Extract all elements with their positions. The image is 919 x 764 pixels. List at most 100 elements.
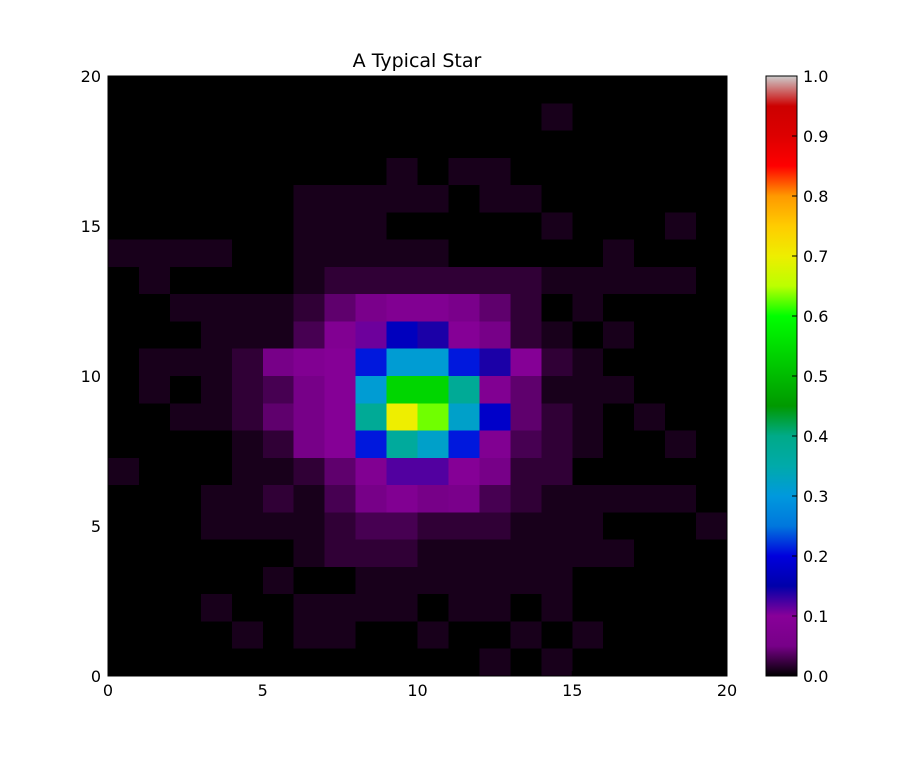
heatmap-cell: [510, 648, 542, 677]
heatmap-cell: [262, 512, 295, 541]
heatmap-cell: [169, 103, 202, 131]
heatmap-cell: [696, 539, 728, 568]
heatmap-cell: [231, 457, 264, 486]
heatmap-cell: [231, 485, 264, 513]
heatmap-cell: [200, 157, 233, 186]
heatmap-cell: [138, 130, 171, 159]
heatmap-cell: [417, 157, 449, 186]
heatmap-cell: [108, 485, 140, 513]
heatmap-cell: [169, 430, 202, 459]
heatmap-cell: [169, 648, 202, 677]
heatmap-cell: [572, 294, 604, 322]
heatmap-cell: [293, 621, 326, 650]
colorbar-tick-label: 1.0: [803, 67, 828, 86]
heatmap-cell: [572, 648, 604, 677]
heatmap-cell: [262, 348, 295, 377]
heatmap-cell: [200, 594, 233, 622]
heatmap-cell: [541, 157, 573, 186]
heatmap-cell: [696, 130, 728, 159]
heatmap-cell: [572, 348, 604, 377]
heatmap-cell: [696, 103, 728, 131]
heatmap-cell: [293, 103, 326, 131]
heatmap-cell: [262, 566, 295, 595]
heatmap-cell: [510, 212, 542, 241]
heatmap-cell: [138, 157, 171, 186]
heatmap-cell: [479, 648, 511, 677]
heatmap-cell: [696, 512, 728, 541]
heatmap-cell: [231, 430, 264, 459]
heatmap-cell: [386, 266, 418, 295]
heatmap-cell: [510, 403, 542, 431]
heatmap-cell: [108, 539, 140, 568]
heatmap-cell: [541, 103, 573, 131]
heatmap-cell: [541, 185, 573, 213]
heatmap-cell: [448, 157, 480, 186]
heatmap-cell: [293, 512, 326, 541]
heatmap-cell: [324, 321, 356, 350]
heatmap-cell: [541, 403, 573, 431]
heatmap-cell: [324, 103, 356, 131]
heatmap-cell: [355, 539, 387, 568]
heatmap-cell: [634, 512, 666, 541]
heatmap-cell: [572, 239, 604, 268]
heatmap-cell: [572, 76, 604, 104]
heatmap-cell: [417, 294, 449, 322]
heatmap-cell: [541, 539, 573, 568]
heatmap-cell: [386, 239, 418, 268]
heatmap-cell: [510, 566, 542, 595]
heatmap-cell: [293, 594, 326, 622]
heatmap-cell: [108, 321, 140, 350]
heatmap-cell: [417, 485, 449, 513]
heatmap-cell: [138, 430, 171, 459]
heatmap-cell: [169, 376, 202, 404]
heatmap-cell: [324, 648, 356, 677]
heatmap-cell: [634, 457, 666, 486]
heatmap-cell: [293, 212, 326, 241]
heatmap-cell: [200, 566, 233, 595]
heatmap-cell: [108, 239, 140, 268]
heatmap-cell: [355, 266, 387, 295]
heatmap-cell: [603, 212, 635, 241]
heatmap-cell: [448, 566, 480, 595]
heatmap-cell: [293, 321, 326, 350]
heatmap-cell: [696, 648, 728, 677]
heatmap-cell: [169, 485, 202, 513]
y-tick-label: 15: [81, 217, 101, 236]
heatmap-cell: [696, 266, 728, 295]
heatmap-cell: [262, 403, 295, 431]
heatmap-cell: [386, 321, 418, 350]
heatmap-cell: [386, 185, 418, 213]
heatmap-cell: [448, 594, 480, 622]
heatmap-cell: [386, 212, 418, 241]
heatmap-cell: [541, 239, 573, 268]
colorbar-tick-label: 0.7: [803, 247, 828, 266]
heatmap-cell: [169, 294, 202, 322]
heatmap-cell: [293, 239, 326, 268]
heatmap-cell: [355, 621, 387, 650]
heatmap-cell: [355, 594, 387, 622]
heatmap-cell: [696, 157, 728, 186]
heatmap-cell: [262, 239, 295, 268]
heatmap-cell: [262, 648, 295, 677]
heatmap-cell: [138, 239, 171, 268]
heatmap-cell: [479, 485, 511, 513]
heatmap-cell: [541, 621, 573, 650]
heatmap-cell: [634, 321, 666, 350]
heatmap-cell: [386, 103, 418, 131]
heatmap-cell: [324, 457, 356, 486]
heatmap-cell: [603, 348, 635, 377]
heatmap-cell: [510, 294, 542, 322]
heatmap-cell: [448, 430, 480, 459]
heatmap-cell: [324, 130, 356, 159]
heatmap-cell: [696, 594, 728, 622]
heatmap-cell: [696, 212, 728, 241]
heatmap-cell: [603, 539, 635, 568]
heatmap-cell: [603, 430, 635, 459]
heatmap-cell: [200, 321, 233, 350]
heatmap-cell: [448, 512, 480, 541]
heatmap-cell: [541, 594, 573, 622]
heatmap-cell: [634, 566, 666, 595]
heatmap-cell: [541, 648, 573, 677]
heatmap-cell: [448, 76, 480, 104]
heatmap-cell: [510, 266, 542, 295]
